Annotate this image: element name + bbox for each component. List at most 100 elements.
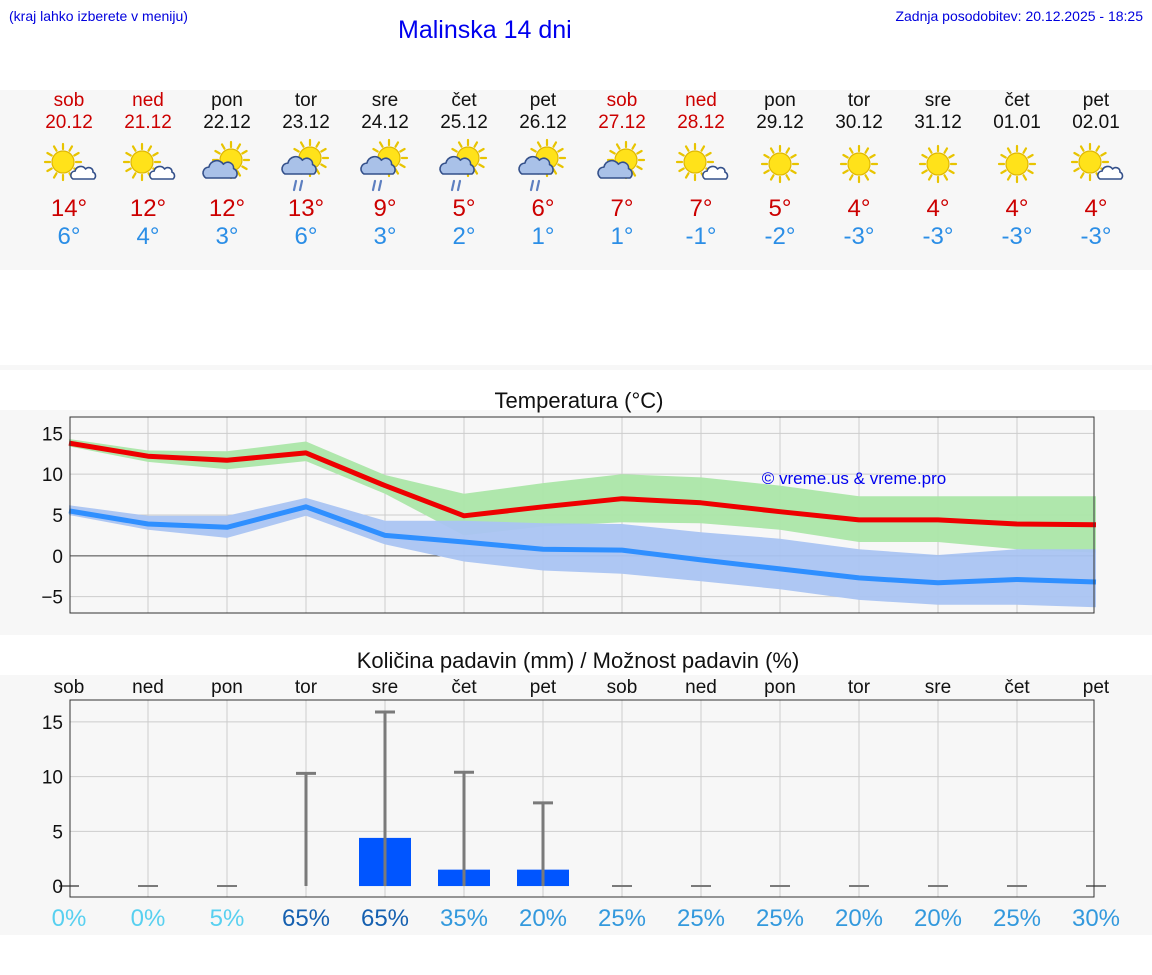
day-date: 23.12	[282, 112, 330, 133]
day-date: 29.12	[756, 112, 804, 133]
day-date: 02.01	[1072, 112, 1120, 133]
day-column: čet 25.12 5° 2°	[425, 90, 503, 250]
copyright-watermark: © vreme.us & vreme.pro	[762, 469, 946, 488]
day-name: tor	[847, 90, 871, 111]
temp-ytick-label: 0	[52, 547, 63, 568]
max-temperature: 13°	[287, 195, 325, 222]
precip-probability: 65%	[361, 905, 409, 932]
max-temperature: 9°	[373, 195, 397, 222]
max-temp-band	[69, 439, 1096, 553]
day-date: 27.12	[598, 112, 646, 133]
sun-cloud-icon	[671, 136, 731, 192]
max-temperature: 5°	[768, 195, 792, 222]
precip-probability: 20%	[519, 905, 567, 932]
precip-day-label: ned	[685, 677, 717, 698]
min-temp-band	[69, 497, 1096, 608]
cloud-sun-icon	[592, 136, 652, 192]
max-temperature: 4°	[926, 195, 950, 222]
precip-day-label: pet	[530, 677, 557, 698]
precip-day-label: pet	[1083, 677, 1110, 698]
day-column: čet 01.01 4° -3°	[978, 90, 1056, 250]
precip-ytick-label: 5	[52, 822, 63, 843]
day-name: sre	[371, 90, 399, 111]
temp-ytick-label: 15	[42, 424, 63, 445]
day-name: sob	[606, 90, 638, 111]
precip-day-label: čet	[451, 677, 477, 698]
max-temperature: 12°	[129, 195, 167, 222]
precip-probability: 30%	[1072, 905, 1120, 932]
day-date: 21.12	[124, 112, 172, 133]
day-column: pon 22.12 12° 3°	[188, 90, 266, 250]
precipitation-plot-area	[70, 700, 1094, 897]
precip-probability: 25%	[677, 905, 725, 932]
max-temperature: 14°	[50, 195, 88, 222]
min-temperature: 6°	[57, 223, 81, 250]
day-column: sre 24.12 9° 3°	[346, 90, 424, 250]
page-title: Malinska 14 dni	[398, 16, 572, 44]
daily-forecast: sob 20.12 14° 6° ned 21.12 12° 4° pon 22.12 12° 3° t…	[0, 90, 1152, 270]
precip-ytick-label: 0	[52, 877, 63, 898]
day-date: 01.01	[993, 112, 1041, 133]
day-name: čet	[451, 90, 477, 111]
max-temperature: 6°	[531, 195, 555, 222]
precipitation-plot-frame	[69, 699, 1095, 898]
precip-day-label: sob	[607, 677, 638, 698]
min-temperature: 1°	[531, 223, 555, 250]
precip-probability: 0%	[131, 905, 166, 932]
day-date: 20.12	[45, 112, 93, 133]
max-temperature: 4°	[847, 195, 871, 222]
cloud-rain-sun-icon	[434, 136, 494, 192]
max-temperature: 7°	[689, 195, 713, 222]
min-temperature: 1°	[610, 223, 634, 250]
day-name: ned	[685, 90, 717, 111]
sun-cloud-icon	[39, 136, 99, 192]
day-column: ned 28.12 7° -1°	[662, 90, 740, 250]
cloud-sun-icon	[197, 136, 257, 192]
precip-probability: 65%	[282, 905, 330, 932]
cloud-rain-sun-icon	[276, 136, 336, 192]
precip-probability: 35%	[440, 905, 488, 932]
sun-icon	[750, 136, 810, 192]
sun-icon	[829, 136, 889, 192]
max-temperature: 4°	[1005, 195, 1029, 222]
day-name: tor	[294, 90, 318, 111]
day-date: 24.12	[361, 112, 409, 133]
precip-day-label: tor	[295, 677, 318, 698]
min-temperature: -3°	[1080, 223, 1112, 250]
min-temperature: 3°	[215, 223, 239, 250]
precip-probability: 25%	[598, 905, 646, 932]
precip-day-label: ned	[132, 677, 164, 698]
min-temperature: 3°	[373, 223, 397, 250]
sun-icon	[908, 136, 968, 192]
sun-cloud-icon	[118, 136, 178, 192]
temp-ytick-label: 5	[52, 506, 63, 527]
location-menu-hint[interactable]: (kraj lahko izberete v meniju)	[9, 8, 188, 24]
precip-ytick-label: 10	[42, 768, 63, 789]
day-name: pet	[529, 90, 557, 111]
day-column: pon 29.12 5° -2°	[741, 90, 819, 250]
day-column: pet 02.01 4° -3°	[1057, 90, 1135, 250]
precip-probability: 25%	[756, 905, 804, 932]
temperature-chart-title: Temperatura (°C)	[495, 388, 664, 413]
day-column: sob 20.12 14° 6°	[30, 90, 108, 250]
min-temperature: -2°	[764, 223, 796, 250]
day-column: tor 30.12 4° -3°	[820, 90, 898, 250]
max-temperature: 12°	[208, 195, 246, 222]
day-name: sre	[924, 90, 952, 111]
precip-day-label: sre	[925, 677, 951, 698]
day-date: 25.12	[440, 112, 488, 133]
max-temperature: 5°	[452, 195, 476, 222]
day-date: 28.12	[677, 112, 725, 133]
max-temperature: 7°	[610, 195, 634, 222]
separator	[0, 365, 1152, 370]
day-column: sob 27.12 7° 1°	[583, 90, 661, 250]
min-temperature: -1°	[685, 223, 717, 250]
min-temperature: -3°	[922, 223, 954, 250]
min-temperature: -3°	[843, 223, 875, 250]
precip-day-label: pon	[211, 677, 243, 698]
precipitation-chart: Količina padavin (mm) / Možnost padavin …	[42, 648, 1120, 932]
day-name: pet	[1082, 90, 1110, 111]
forecast-band	[0, 90, 1152, 270]
precip-ytick-label: 15	[42, 713, 63, 734]
day-name: pon	[211, 90, 243, 111]
